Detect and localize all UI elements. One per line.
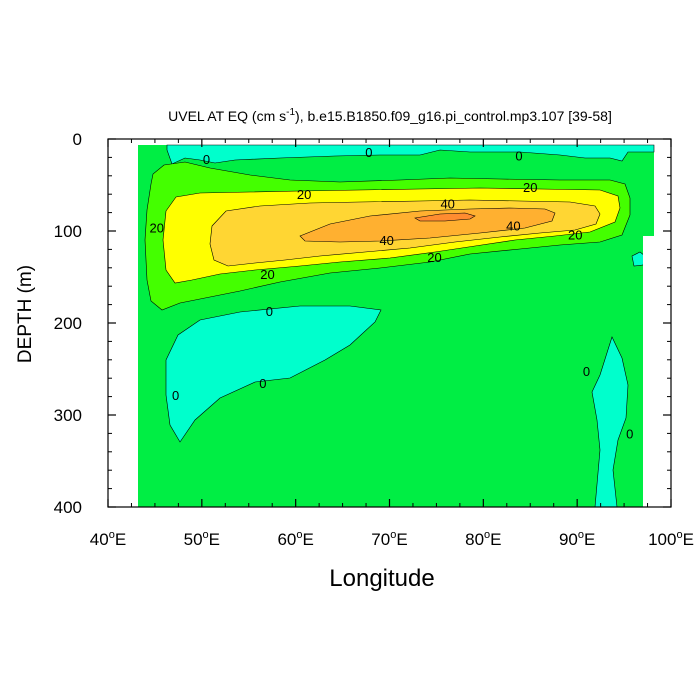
contour-label: 0 (259, 376, 266, 391)
y-tick-label: 200 (54, 314, 82, 333)
fill-below-0-top (166, 144, 655, 165)
x-axis-title: Longitude (329, 565, 434, 592)
x-tick-label: 60oE (277, 529, 313, 549)
y-tick-label: 100 (54, 222, 82, 241)
contour-fills (108, 139, 671, 507)
fill-max-core (414, 212, 476, 222)
chart-title-main: UVEL AT EQ (cm s (168, 108, 286, 124)
contour-label: 0 (266, 304, 273, 319)
missing-right-column (643, 236, 654, 507)
y-tick-label: 300 (54, 406, 82, 425)
contour-label: 40 (379, 233, 393, 248)
y-tick-label: 400 (54, 498, 82, 517)
contour-label: 20 (427, 250, 441, 265)
chart-title: UVEL AT EQ (cm s-1), b.e15.B1850.f09_g16… (168, 107, 612, 124)
minor-ticks (108, 139, 671, 507)
contour-label: 0 (515, 149, 522, 164)
y-tick-label: 0 (73, 130, 82, 149)
x-tick-label: 40oE (90, 529, 126, 549)
contour-label: 20 (297, 187, 311, 202)
contour-label: 0 (203, 152, 210, 167)
contour-label: 20 (523, 180, 537, 195)
contour-label: 20 (150, 220, 164, 235)
contour-label: 20 (568, 228, 582, 243)
contour-label: 0 (172, 388, 179, 403)
contour-label: 20 (260, 267, 274, 282)
x-tick-label: 50oE (184, 529, 220, 549)
chart-title-exponent: -1 (286, 107, 295, 118)
fill-below-0-right (591, 336, 629, 507)
contour-label: 40 (506, 218, 520, 233)
contour-labels: 0 0 0 20 20 20 20 20 20 40 40 40 0 0 0 0 0 (150, 145, 634, 442)
x-tick-label: 80oE (465, 529, 501, 549)
contour-label: 0 (626, 426, 633, 441)
x-axis: 40oE 50oE 60oE 70oE 80oE 90oE 100oE (90, 139, 694, 549)
y-axis-title: DEPTH (m) (15, 265, 36, 363)
x-tick-label: 90oE (559, 529, 595, 549)
chart-title-rest: ), b.e15.B1850.f09_g16.pi_control.mp3.10… (295, 108, 612, 124)
contour-label: 40 (440, 196, 454, 211)
x-tick-label: 100oE (648, 529, 694, 549)
contour-label: 0 (583, 364, 590, 379)
contour-label: 0 (365, 145, 372, 160)
fill-below-0-left (165, 305, 382, 443)
fill-above-50 (299, 207, 556, 243)
x-tick-label: 70oE (371, 529, 407, 549)
